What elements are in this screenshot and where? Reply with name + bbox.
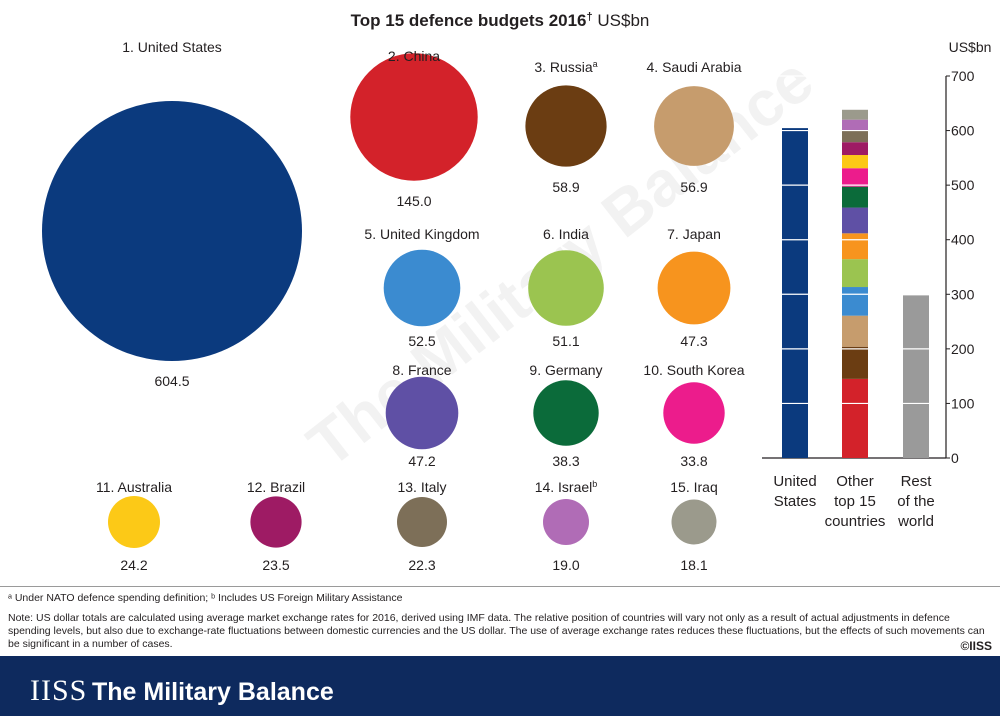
bubble-label-south-korea: 10. South Korea	[643, 362, 744, 378]
bubble-label-brazil: 12. Brazil	[247, 479, 305, 495]
y-tick-label-0: 0	[951, 450, 959, 466]
title-mark: †	[587, 11, 593, 23]
bubble-label-russia: 3. Russiaa	[534, 59, 597, 75]
brand-bar: IISS The Military Balance	[0, 656, 1000, 716]
bubble-united-kingdom	[383, 249, 461, 327]
footnote-superscripts: ᵃ Under NATO defence spending definition…	[8, 592, 403, 604]
bubble-label-germany: 9. Germany	[529, 362, 602, 378]
bubble-south-korea	[663, 382, 725, 444]
bubble-value-israel: 19.0	[552, 557, 579, 573]
brand-name: The Military Balance	[92, 678, 334, 706]
bubble-value-brazil: 23.5	[262, 557, 289, 573]
bubble-australia	[108, 496, 160, 548]
bubble-label-iraq: 15. Iraq	[670, 479, 717, 495]
bar-segment-south-korea	[842, 168, 868, 187]
bar-segment-germany	[842, 186, 868, 208]
bubble-value-united-kingdom: 52.5	[408, 333, 435, 349]
y-tick-label-400: 400	[951, 232, 975, 248]
bubble-value-russia: 58.9	[552, 179, 579, 195]
bubble-china	[350, 53, 478, 181]
bar-segment-italy	[842, 130, 868, 143]
bubble-value-united-states: 604.5	[154, 373, 189, 389]
bubble-brazil	[250, 496, 302, 548]
iiss-logo: IISS	[30, 674, 88, 707]
bar-label-rest-of-the-world-1: of the	[897, 493, 935, 510]
bubble-label-united-kingdom: 5. United Kingdom	[364, 226, 479, 242]
bubble-label-israel: 14. Israelb	[535, 479, 598, 495]
bubble-label-india: 6. India	[543, 226, 589, 242]
bar-segment-brazil	[842, 142, 868, 156]
bubble-india	[528, 250, 604, 326]
bubble-value-australia: 24.2	[120, 557, 147, 573]
bar-label-other-top-15-countries-1: top 15	[834, 493, 876, 510]
bar-label-united-states-1: States	[774, 493, 817, 510]
bubble-japan	[657, 251, 731, 325]
bubble-label-united-states: 1. United States	[122, 39, 222, 55]
bubble-label-japan: 7. Japan	[667, 226, 721, 242]
bubble-italy	[397, 497, 447, 547]
bubble-france	[385, 376, 459, 450]
title-unit: US$bn	[597, 11, 649, 30]
bubble-value-japan: 47.3	[680, 333, 707, 349]
y-tick-label-600: 600	[951, 123, 975, 139]
bar-rest-of-the-world	[903, 295, 929, 458]
bubble-united-states	[42, 101, 302, 361]
bar-segment-japan	[842, 233, 868, 260]
bar-label-rest-of-the-world-0: Rest	[901, 473, 933, 490]
y-tick-label-700: 700	[951, 68, 975, 84]
bubble-label-france: 8. France	[392, 362, 451, 378]
bubble-value-china: 145.0	[396, 193, 431, 209]
bar-segment-saudi-arabia	[842, 315, 868, 347]
bar-segment-israel	[842, 119, 868, 131]
bar-united-states	[782, 128, 808, 458]
bar-segment-india	[842, 259, 868, 288]
bar-segment-iraq	[842, 109, 868, 120]
bubble-iraq	[671, 499, 717, 545]
bar-label-other-top-15-countries-0: Other	[836, 473, 874, 490]
bubble-value-france: 47.2	[408, 453, 435, 469]
bar-segment-russia	[842, 346, 868, 379]
bubble-saudi-arabia	[654, 86, 734, 166]
y-tick-label-100: 100	[951, 395, 975, 411]
bubble-label-saudi-arabia: 4. Saudi Arabia	[647, 59, 742, 75]
bar-label-united-states-0: United	[773, 473, 816, 490]
bar-label-other-top-15-countries-2: countries	[825, 513, 886, 530]
stacked-bar-chart: US$bn 0 100 200 300 400 500 600 700 United States O…	[762, 39, 991, 530]
y-axis-label: US$bn	[949, 39, 992, 55]
title-main: Top 15 defence budgets 2016	[351, 11, 587, 30]
bar-segment-france	[842, 207, 868, 234]
bubble-value-italy: 22.3	[408, 557, 435, 573]
bubble-value-india: 51.1	[552, 333, 579, 349]
bubble-germany	[533, 380, 599, 446]
y-tick-label-300: 300	[951, 286, 975, 302]
bubble-label-china: 2. China	[388, 48, 440, 64]
chart-title: Top 15 defence budgets 2016† US$bn	[351, 11, 650, 30]
y-tick-label-200: 200	[951, 341, 975, 357]
bubble-value-saudi-arabia: 56.9	[680, 179, 707, 195]
footnote-note: Note: US dollar totals are calculated us…	[8, 612, 985, 650]
bubble-value-iraq: 18.1	[680, 557, 707, 573]
bubble-label-australia: 11. Australia	[96, 479, 172, 495]
bar-label-rest-of-the-world-2: world	[897, 513, 934, 530]
bubble-russia	[525, 85, 607, 167]
bubble-label-italy: 13. Italy	[397, 479, 446, 495]
y-tick-label-500: 500	[951, 177, 975, 193]
bubble-chart: 1. United States 604.5 2. China 145.0 3. Rus…	[42, 39, 745, 573]
copyright: ©IISS	[960, 639, 992, 653]
bubble-israel	[543, 499, 589, 545]
separator	[0, 586, 1000, 587]
bar-segment-china	[842, 378, 868, 458]
bar-segment-australia	[842, 155, 868, 169]
bubble-value-germany: 38.3	[552, 453, 579, 469]
bar-segment-united-kingdom	[842, 287, 868, 316]
bubble-value-south-korea: 33.8	[680, 453, 707, 469]
